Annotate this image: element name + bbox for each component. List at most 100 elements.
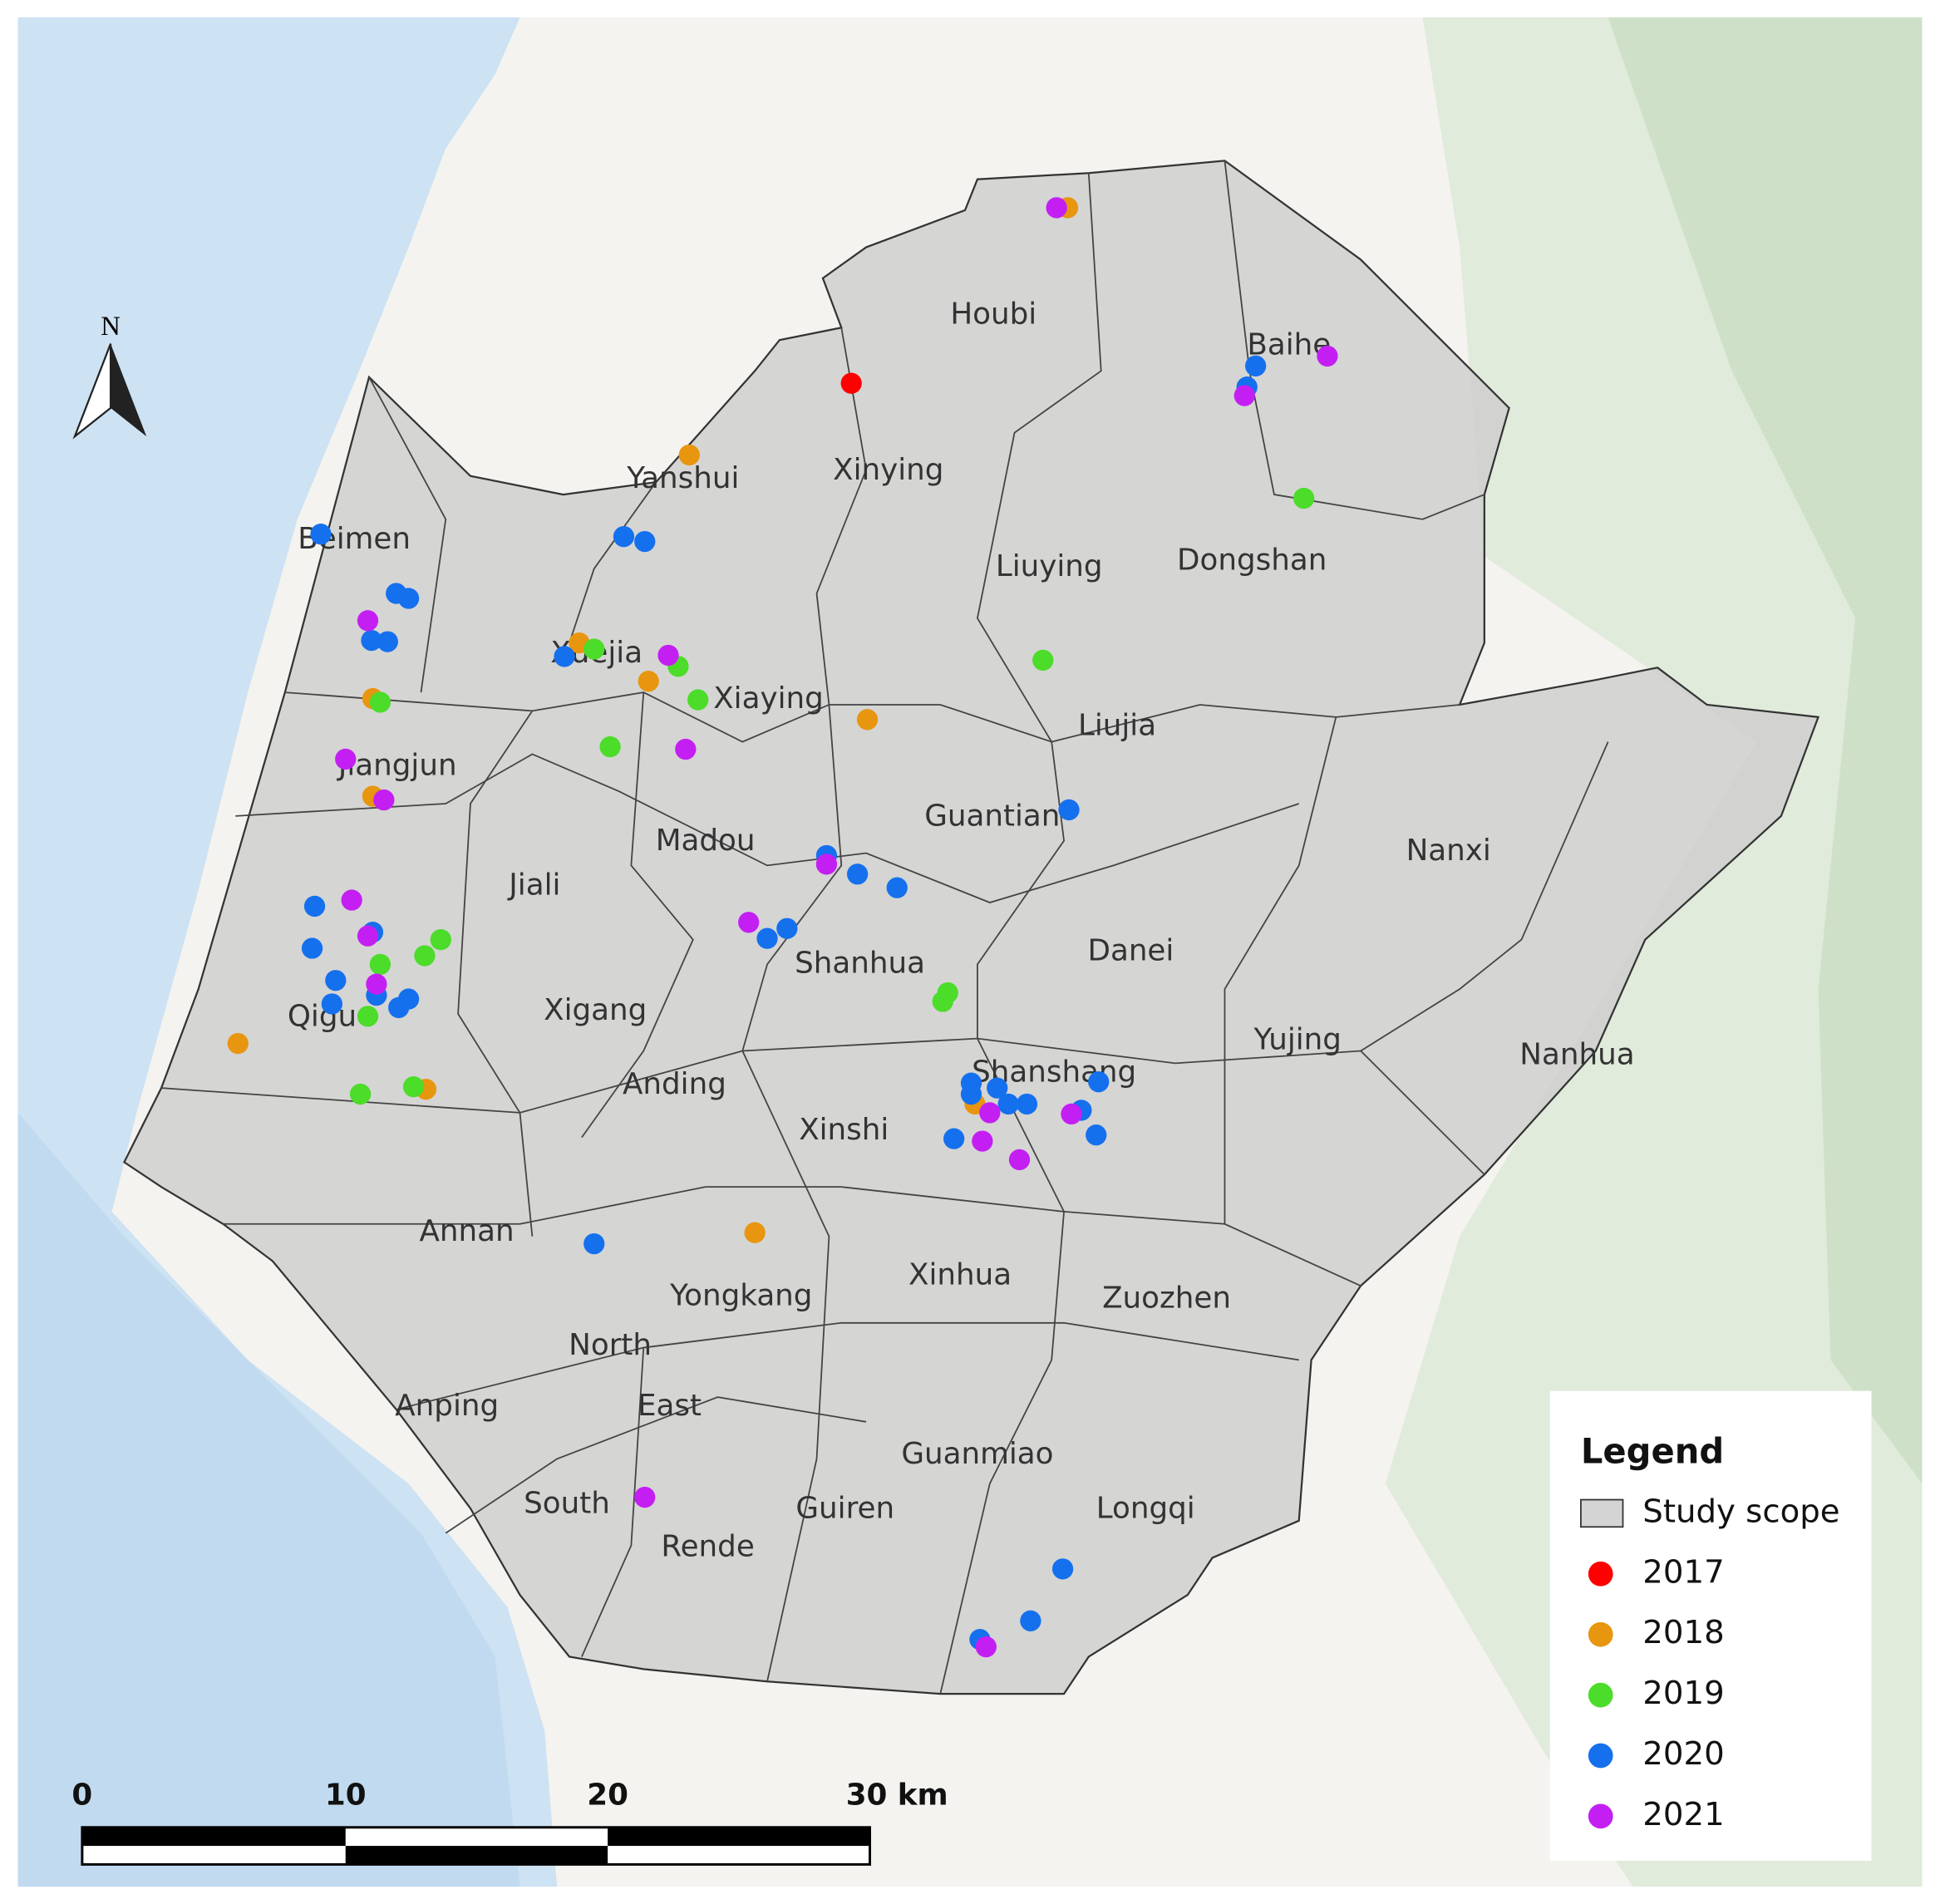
record-point <box>349 1083 372 1105</box>
boundary <box>939 173 1102 1695</box>
record-point <box>1317 345 1338 367</box>
record-point <box>357 925 379 947</box>
record-point <box>1086 1124 1107 1146</box>
legend-label: 2021 <box>1642 1796 1724 1833</box>
district-label: Liujia <box>1078 709 1156 743</box>
records <box>227 197 1338 1658</box>
legend-swatch <box>1588 1743 1613 1769</box>
record-point <box>583 638 605 660</box>
district-label: Anping <box>395 1389 499 1423</box>
district-label: Zuozhen <box>1102 1282 1231 1316</box>
record-point <box>430 928 451 951</box>
record-point <box>840 372 862 394</box>
record-point <box>1046 197 1067 219</box>
record-point <box>932 991 953 1012</box>
legend-label: Study scope <box>1642 1493 1839 1530</box>
scale-bar: 0 10 20 30 km <box>71 1779 948 1866</box>
study-scope <box>123 160 1820 1695</box>
record-point <box>1088 1071 1110 1093</box>
legend-swatch <box>1588 1621 1613 1647</box>
district-label: Anding <box>623 1067 726 1101</box>
boundary <box>1224 716 1337 1224</box>
scale-label: 10 <box>325 1779 367 1813</box>
record-point <box>886 877 908 898</box>
legend-swatch <box>1588 1561 1613 1587</box>
record-point <box>1051 1558 1074 1580</box>
record-point <box>414 945 436 967</box>
legend-swatch <box>1588 1682 1613 1708</box>
record-point <box>369 691 391 713</box>
record-point <box>1008 1149 1031 1171</box>
record-point <box>979 1102 1001 1124</box>
boundary <box>581 1347 645 1657</box>
record-point <box>846 863 869 885</box>
legend-swatch <box>1580 1498 1624 1528</box>
record-point <box>1245 355 1267 376</box>
district-label: Guanmiao <box>901 1437 1053 1471</box>
record-point <box>1293 487 1315 509</box>
mountains-high <box>1608 17 1923 1484</box>
record-point <box>975 1636 997 1658</box>
record-point <box>943 1128 965 1149</box>
record-point <box>960 1083 982 1105</box>
legend-title: Legend <box>1581 1430 1724 1471</box>
district-label: Xinying <box>833 453 943 487</box>
record-point <box>310 524 332 545</box>
boundary <box>445 1396 867 1534</box>
boundary <box>1224 160 1485 520</box>
record-point <box>397 988 420 1010</box>
record-point <box>634 530 656 553</box>
district-label: South <box>524 1486 610 1520</box>
district-label: Liuying <box>996 549 1103 583</box>
district-label: Nanhua <box>1519 1037 1634 1071</box>
district-label: Xinshi <box>799 1113 889 1147</box>
record-point <box>638 671 659 692</box>
district-label: Rende <box>661 1530 754 1564</box>
legend-swatch <box>1588 1803 1613 1829</box>
district-label: Guantian <box>924 799 1060 833</box>
boundary <box>1360 741 1609 1052</box>
district-label: Jiali <box>507 868 560 903</box>
legend-label: 2017 <box>1642 1553 1724 1591</box>
record-point <box>397 588 420 609</box>
legend: Legend Study scope 2017 2018 2019 2020 2021 <box>1549 1390 1872 1861</box>
record-point <box>987 1077 1008 1099</box>
record-point <box>1020 1610 1041 1631</box>
district-label: Xinhua <box>908 1257 1012 1291</box>
record-point <box>227 1032 249 1055</box>
scale-label: 20 <box>587 1779 628 1813</box>
record-point <box>1032 649 1054 672</box>
record-point <box>634 1486 656 1508</box>
district-label: Longqi <box>1096 1491 1195 1525</box>
record-point <box>1016 1093 1038 1115</box>
record-point <box>657 644 679 667</box>
north-label: N <box>101 312 121 342</box>
record-point <box>341 889 362 911</box>
district-label: Yongkang <box>669 1279 812 1313</box>
district-label: Guiren <box>795 1491 894 1525</box>
district-boundaries <box>161 160 1609 1695</box>
district-label: Yanshui <box>626 461 739 495</box>
record-point <box>402 1076 425 1098</box>
record-point <box>583 1232 605 1255</box>
boundary <box>741 327 867 1682</box>
boundary <box>457 710 534 1237</box>
record-point <box>321 993 343 1015</box>
district-label: Annan <box>419 1214 514 1248</box>
record-point <box>738 912 760 933</box>
record-point <box>815 854 838 875</box>
record-point <box>599 736 621 758</box>
district-label: Nanxi <box>1406 834 1491 868</box>
record-point <box>335 748 357 770</box>
record-point <box>997 1093 1019 1115</box>
boundary <box>368 376 447 693</box>
record-point <box>613 526 635 548</box>
record-point <box>357 610 379 632</box>
district-label: Shanhua <box>795 946 925 980</box>
boundary <box>569 481 657 643</box>
boundary <box>581 692 694 1139</box>
boundary <box>235 753 1300 903</box>
district-label: East <box>638 1389 702 1423</box>
